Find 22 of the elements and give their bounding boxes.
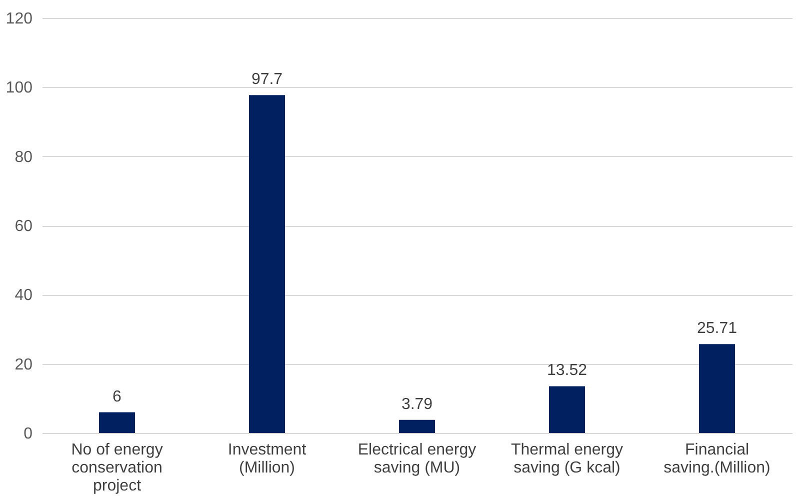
x-tick-label: Electrical energy saving (MU) — [358, 442, 476, 476]
y-tick-label: 40 — [14, 287, 33, 304]
data-label: 3.79 — [401, 396, 433, 413]
x-tick-label: Thermal energy saving (G kcal) — [510, 442, 624, 476]
bar — [699, 344, 735, 433]
bar — [399, 420, 435, 433]
data-label: 13.52 — [546, 362, 588, 380]
bar — [249, 95, 285, 433]
data-label: 25.71 — [696, 320, 738, 338]
x-tick-label: Financial saving.(Million) — [664, 442, 770, 476]
data-label: 97.7 — [251, 71, 283, 88]
x-tick-label: Investment (Million) — [228, 442, 307, 476]
bar — [99, 412, 135, 433]
y-tick-label: 120 — [6, 10, 33, 28]
x-tick-label: No of energy conservation project — [71, 442, 163, 494]
y-tick-label: 20 — [14, 356, 33, 374]
y-tick-label: 80 — [14, 148, 33, 166]
y-tick-label: 0 — [24, 426, 33, 442]
bar — [549, 386, 585, 433]
y-tick-label: 100 — [6, 80, 33, 97]
data-label: 6 — [112, 388, 122, 406]
y-tick-label: 60 — [14, 218, 33, 235]
